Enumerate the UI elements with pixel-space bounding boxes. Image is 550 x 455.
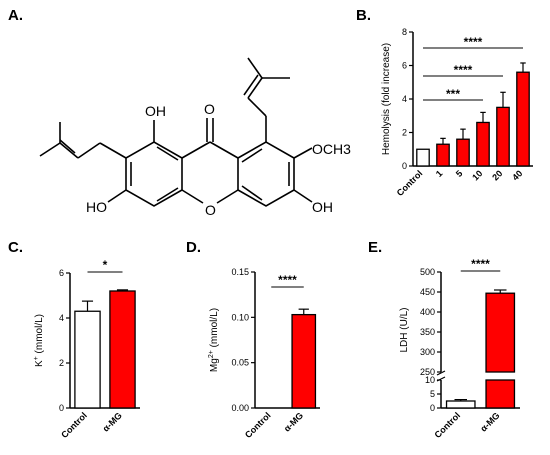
panel-label-c: C. bbox=[8, 239, 23, 256]
significance-label: **** bbox=[471, 257, 490, 271]
prenyl-left-2 bbox=[77, 142, 101, 159]
significance-label: *** bbox=[446, 87, 460, 101]
prenyl-right-3 bbox=[247, 77, 263, 99]
y-tick-label: 6 bbox=[402, 61, 407, 71]
y-tick-label: 0 bbox=[402, 161, 407, 171]
y-tick-label: 10 bbox=[425, 375, 435, 385]
ho-left-bond bbox=[107, 189, 127, 203]
x-tick-label: 10 bbox=[470, 168, 484, 182]
ketone-o-label: O bbox=[204, 101, 215, 117]
y-tick-label: 4 bbox=[402, 94, 407, 104]
x-tick-label: α-MG bbox=[478, 410, 501, 433]
prenyl-right-2 bbox=[247, 97, 267, 117]
y-axis-label: LDH (U/L) bbox=[399, 307, 410, 352]
bar-lower-segment bbox=[485, 379, 516, 409]
bar bbox=[109, 290, 136, 409]
panel-label-a: A. bbox=[8, 7, 23, 24]
y-tick-label: 8 bbox=[402, 27, 407, 37]
chart-d-magnesium: 0.00 0.05 0.10 0.15 Control α-MG Mg2+ (mmol/L)… bbox=[208, 267, 320, 440]
y-tick-label: 0 bbox=[59, 403, 64, 413]
prenyl-left-3 bbox=[59, 142, 79, 159]
y-axis-label: Hemolysis (fold increase) bbox=[381, 43, 392, 155]
x-tick-label: 5 bbox=[454, 168, 465, 179]
bar bbox=[496, 106, 510, 167]
oh-top-label: OH bbox=[145, 103, 166, 119]
bar bbox=[476, 121, 490, 167]
panel-label-d: D. bbox=[186, 239, 201, 256]
y-tick-label: 0.15 bbox=[231, 267, 249, 277]
x-tick-label: 20 bbox=[490, 168, 504, 182]
right-ring-double-1 bbox=[241, 148, 263, 163]
x-tick-label: Control bbox=[59, 410, 89, 440]
y-tick-label: 0.10 bbox=[231, 312, 249, 322]
x-tick-label: α-MG bbox=[101, 410, 124, 433]
significance-label: **** bbox=[464, 35, 483, 49]
y-tick-label: 300 bbox=[420, 347, 435, 357]
bar bbox=[485, 292, 516, 373]
molecule-structure bbox=[39, 57, 313, 207]
ho-left-label: HO bbox=[86, 199, 107, 215]
x-tick-label: Control bbox=[395, 168, 425, 198]
central-bond-2 bbox=[209, 141, 239, 159]
significance-label: * bbox=[103, 258, 108, 272]
ring-o-label: O bbox=[205, 202, 216, 218]
left-ring-double-2 bbox=[156, 187, 179, 202]
central-bond-3 bbox=[181, 189, 204, 204]
axis-break-mark bbox=[436, 370, 446, 376]
prenyl-left-1 bbox=[99, 142, 127, 159]
x-tick-label: 1 bbox=[434, 168, 445, 179]
y-axis-label: K+ (mmol/L) bbox=[33, 314, 45, 367]
right-ring bbox=[237, 141, 295, 207]
x-tick-label: Control bbox=[432, 410, 462, 440]
y-tick-label: 0 bbox=[430, 403, 435, 413]
prenyl-left-5 bbox=[39, 142, 61, 157]
chart-b-hemolysis: 0 2 4 6 8 Control 1 5 10 20 40 Hemolysis (fold incr… bbox=[381, 27, 533, 198]
y-tick-label: 6 bbox=[59, 268, 64, 278]
y-tick-label: 350 bbox=[420, 327, 435, 337]
oh-right-bond bbox=[293, 189, 313, 203]
central-bond-4 bbox=[216, 189, 239, 204]
y-tick-label: 250 bbox=[420, 367, 435, 377]
x-tick-label: α-MG bbox=[282, 410, 305, 433]
bar bbox=[445, 400, 476, 409]
y-tick-label: 500 bbox=[420, 267, 435, 277]
och3-bond bbox=[293, 147, 313, 159]
y-tick-label: 0.00 bbox=[231, 403, 249, 413]
significance-label: **** bbox=[454, 63, 473, 77]
bar bbox=[456, 138, 470, 167]
panel-label-b: B. bbox=[356, 7, 371, 24]
panel-label-e: E. bbox=[368, 239, 382, 256]
prenyl-right-5 bbox=[247, 57, 263, 79]
molecule-labels: OH O OCH3 HO O OH bbox=[86, 101, 351, 218]
bar bbox=[516, 71, 530, 167]
och3-label: OCH3 bbox=[312, 141, 351, 157]
y-tick-label: 4 bbox=[59, 313, 64, 323]
central-bond-1 bbox=[181, 141, 211, 159]
left-ring bbox=[125, 141, 183, 207]
y-tick-label: 400 bbox=[420, 307, 435, 317]
x-tick-label: Control bbox=[243, 410, 273, 440]
y-tick-label: 5 bbox=[430, 389, 435, 399]
bar bbox=[291, 313, 317, 409]
y-tick-label: 450 bbox=[420, 287, 435, 297]
bar bbox=[436, 143, 450, 167]
bar bbox=[416, 148, 430, 167]
y-tick-label: 0.05 bbox=[231, 358, 249, 368]
y-tick-label: 2 bbox=[59, 358, 64, 368]
chart-c-potassium: 0 2 4 6 Control α-MG K+ (mmol/L) * bbox=[33, 258, 140, 440]
x-tick-label: 40 bbox=[510, 168, 524, 182]
left-ring-double-3 bbox=[156, 146, 179, 161]
y-axis-label: Mg2+ (mmol/L) bbox=[208, 308, 220, 372]
oh-right-label: OH bbox=[312, 199, 333, 215]
right-ring-double-3 bbox=[241, 185, 263, 201]
prenyl-left-3b bbox=[59, 139, 76, 154]
significance-label: **** bbox=[278, 273, 297, 287]
y-tick-label: 2 bbox=[402, 128, 407, 138]
bar bbox=[74, 310, 101, 409]
prenyl-right-3b bbox=[243, 74, 259, 96]
